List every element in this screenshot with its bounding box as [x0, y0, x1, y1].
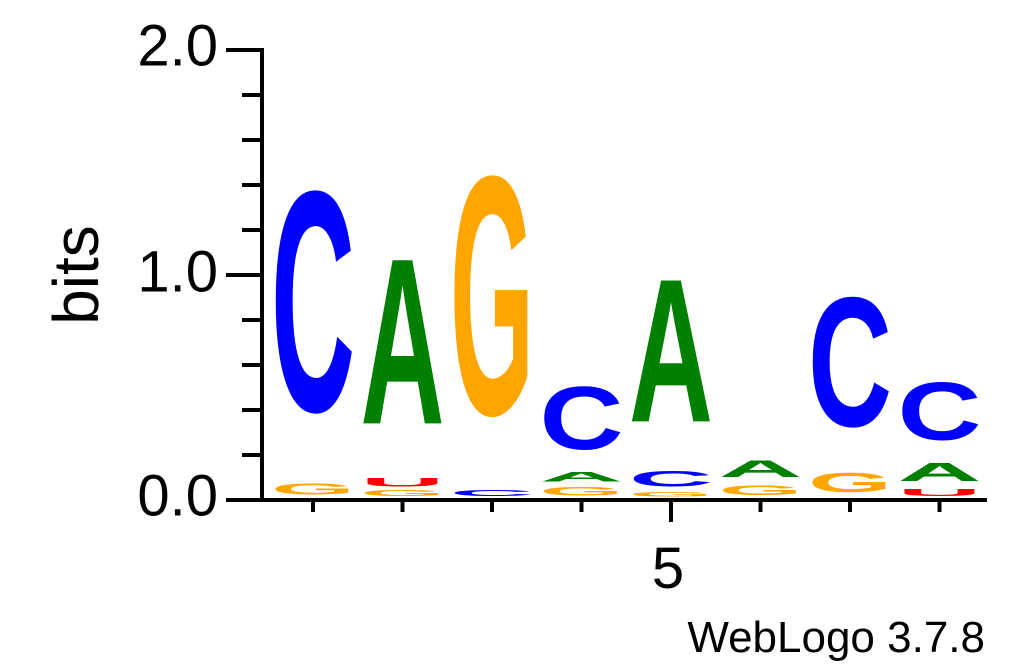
logo-letter-u: U — [898, 487, 982, 498]
y-axis-label: bits — [40, 225, 112, 325]
logo-letter-u: U — [361, 475, 445, 489]
logo-letter-g: G — [450, 105, 534, 487]
logo-letter-c: C — [898, 366, 982, 458]
y-axis: 0.0 1.0 2.0 bits — [40, 13, 264, 528]
logo-letter-c: C — [540, 368, 624, 469]
y-tick-label-1: 1.0 — [137, 239, 218, 304]
y-axis-ticks — [226, 48, 262, 502]
logo-letter-a: A — [898, 457, 982, 486]
x-tick-label-5: 5 — [652, 536, 684, 601]
y-tick-label-2: 2.0 — [137, 13, 218, 78]
logo-letter-a: A — [629, 237, 713, 466]
logo-letter-g: G — [540, 485, 624, 498]
logo-letter-c: C — [629, 466, 713, 491]
logo-letter-g: G — [361, 489, 445, 498]
logo-letter-a: A — [361, 209, 445, 474]
logo-letter-g: G — [629, 491, 713, 498]
logo-letter-g: G — [719, 482, 803, 498]
logo-letter-c: C — [808, 258, 892, 465]
x-axis: 5 — [262, 498, 987, 601]
logo-letter-g: G — [271, 480, 355, 498]
logo-letter-c: C — [450, 489, 534, 498]
logo-letter-a: A — [540, 469, 624, 485]
x-axis-ticks — [311, 500, 942, 522]
logo-letter-c: C — [271, 127, 355, 479]
logo-letter-g: G — [808, 467, 892, 498]
weblogo-credit: WebLogo 3.7.8 — [687, 613, 985, 662]
y-tick-label-0: 0.0 — [137, 463, 218, 528]
logo-letter-a: A — [719, 455, 803, 482]
